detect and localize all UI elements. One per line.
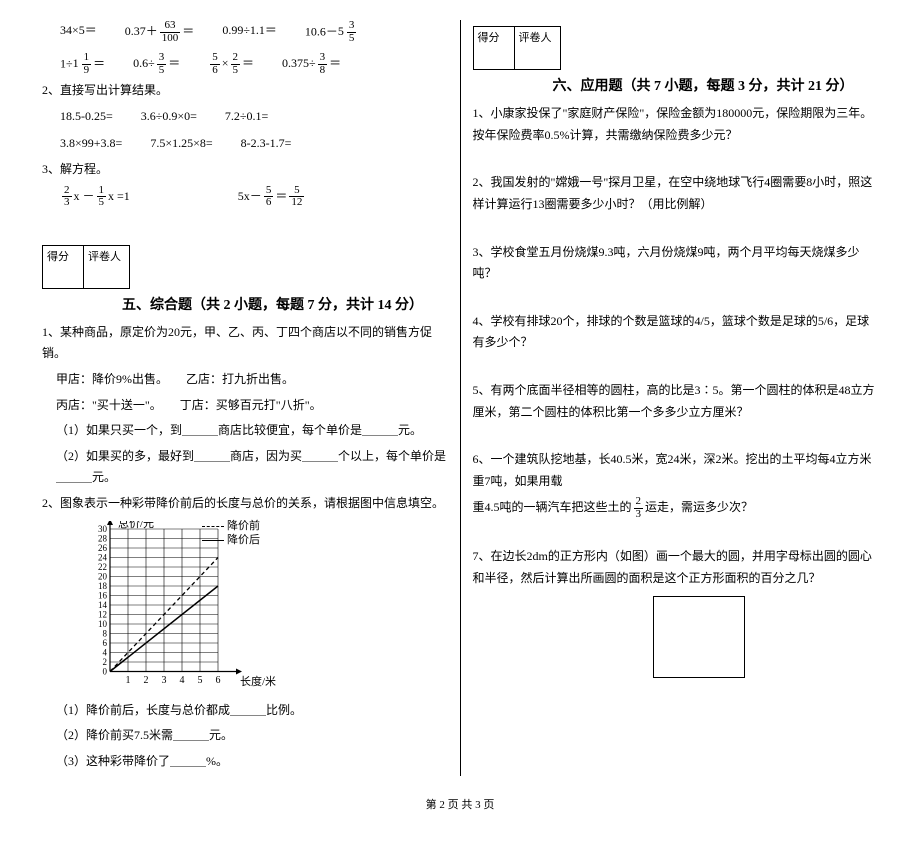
grader-cell: 评卷人 (84, 246, 129, 288)
right-column: 得分 评卷人 六、应用题（共 7 小题，每题 3 分，共计 21 分） 1、小康… (461, 20, 891, 776)
r-q6a: 6、一个建筑队挖地基，长40.5米，宽24米，深2米。挖出的土平均每4立方米重7… (473, 449, 879, 492)
score-box-5: 得分 评卷人 (42, 245, 130, 289)
score-box-6: 得分 评卷人 (473, 26, 561, 70)
q3-title: 3、解方程。 (42, 159, 448, 181)
svg-text:8: 8 (103, 628, 108, 638)
svg-text:20: 20 (98, 571, 108, 581)
eq: 56×25＝ (208, 52, 254, 76)
svg-text:2: 2 (103, 657, 108, 667)
grader-cell: 评卷人 (515, 27, 560, 69)
q2-row1: 18.5-0.25= 3.6÷0.9×0= 7.2÷0.1= (60, 106, 448, 128)
svg-text:30: 30 (98, 524, 108, 534)
s5q1a: 甲店：降价9%出售。 乙店：打九折出售。 (56, 369, 448, 391)
svg-text:2: 2 (144, 675, 149, 686)
eq: 0.375÷38＝ (282, 52, 341, 76)
s5q2: 2、图象表示一种彩带降价前后的长度与总价的关系，请根据图中信息填空。 (42, 493, 448, 515)
section5-title: 五、综合题（共 2 小题，每题 7 分，共计 14 分） (122, 293, 448, 318)
r-q5: 5、有两个底面半径相等的圆柱，高的比是3∶5。第一个圆柱的体积是48立方厘米，第… (473, 380, 879, 423)
q3-row: 23x －15x =1 5x－56＝512 (60, 185, 448, 209)
svg-text:18: 18 (98, 581, 108, 591)
svg-text:4: 4 (103, 647, 108, 657)
svg-text:10: 10 (98, 619, 108, 629)
r-q2: 2、我国发射的"嫦娥一号"探月卫星，在空中绕地球飞行4圈需要8小时，照这样计算运… (473, 172, 879, 215)
chart-svg: 30 28 26 24 22 20 18 16 14 12 10 8 6 4 2… (82, 521, 302, 696)
eq: 23x －15x =1 (60, 185, 130, 209)
svg-text:6: 6 (216, 675, 221, 686)
chart-legend: 降价前 降价后 (202, 519, 260, 548)
svg-text:6: 6 (103, 638, 108, 648)
eq: 0.37＋63100＝ (125, 20, 195, 44)
left-column: 34×5＝ 0.37＋63100＝ 0.99÷1.1＝ 10.6－535 1÷1… (30, 20, 461, 776)
q2-row2: 3.8×99+3.8= 7.5×1.25×8= 8-2.3-1.7= (60, 133, 448, 155)
svg-text:22: 22 (98, 562, 107, 572)
svg-text:26: 26 (98, 543, 108, 553)
svg-text:1: 1 (126, 675, 131, 686)
score-cell: 得分 (474, 27, 515, 69)
svg-text:12: 12 (98, 609, 107, 619)
eq: 0.99÷1.1＝ (222, 20, 277, 44)
svg-text:16: 16 (98, 590, 108, 600)
s5q1c1: （1）如果只买一个，到＿＿＿商店比较便宜，每个单价是＿＿＿元。 (56, 420, 448, 442)
svg-text:24: 24 (98, 552, 108, 562)
svg-text:5: 5 (198, 675, 203, 686)
svg-text:长度/米: 长度/米 (240, 674, 276, 688)
eq: 10.6－535 (305, 20, 359, 44)
price-chart: 降价前 降价后 (82, 521, 322, 696)
eq: 34×5＝ (60, 20, 97, 44)
equation-row-2: 1÷119＝ 0.6÷35＝ 56×25＝ 0.375÷38＝ (60, 52, 448, 76)
equation-row-1: 34×5＝ 0.37＋63100＝ 0.99÷1.1＝ 10.6－535 (60, 20, 448, 44)
r-q6b: 重4.5吨的一辆汽车把这些土的23运走，需运多少次？ (473, 496, 879, 520)
svg-text:3: 3 (162, 675, 167, 686)
page-footer: 第 2 页 共 3 页 (30, 796, 890, 816)
svg-text:14: 14 (98, 600, 108, 610)
s5q1: 1、某种商品，原定价为20元，甲、乙、丙、丁四个商店以不同的销售方促销。 (42, 322, 448, 365)
svg-text:总价/元: 总价/元 (118, 521, 154, 530)
r-q7: 7、在边长2dm的正方形内（如图）画一个最大的圆，并用字母标出圆的圆心和半径，然… (473, 546, 879, 589)
s5q1b: 丙店："买十送一"。 丁店：买够百元打"八折"。 (56, 395, 448, 417)
svg-text:0: 0 (103, 666, 108, 676)
svg-text:4: 4 (180, 675, 185, 686)
s5q2c: （3）这种彩带降价了＿＿＿%。 (56, 751, 448, 773)
q7-square (653, 596, 745, 678)
s5q2b: （2）降价前买7.5米需＿＿＿元。 (56, 725, 448, 747)
eq: 0.6÷35＝ (133, 52, 180, 76)
section6-title: 六、应用题（共 7 小题，每题 3 分，共计 21 分） (553, 74, 879, 99)
s5q2a: （1）降价前后，长度与总价都成＿＿＿比例。 (56, 700, 448, 722)
svg-text:28: 28 (98, 533, 108, 543)
score-cell: 得分 (43, 246, 84, 288)
s5q1c2: （2）如果买的多，最好到＿＿＿商店，因为买＿＿＿个以上，每个单价是＿＿＿元。 (56, 446, 448, 489)
r-q3: 3、学校食堂五月份烧煤9.3吨，六月份烧煤9吨，两个月平均每天烧煤多少吨？ (473, 242, 879, 285)
eq: 1÷119＝ (60, 52, 105, 76)
r-q1: 1、小康家投保了"家庭财产保险"，保险金额为180000元，保险期限为三年。按年… (473, 103, 879, 146)
eq: 5x－56＝512 (238, 185, 307, 209)
q2-title: 2、直接写出计算结果。 (42, 80, 448, 102)
r-q4: 4、学校有排球20个，排球的个数是篮球的4/5，篮球个数是足球的5/6，足球有多… (473, 311, 879, 354)
